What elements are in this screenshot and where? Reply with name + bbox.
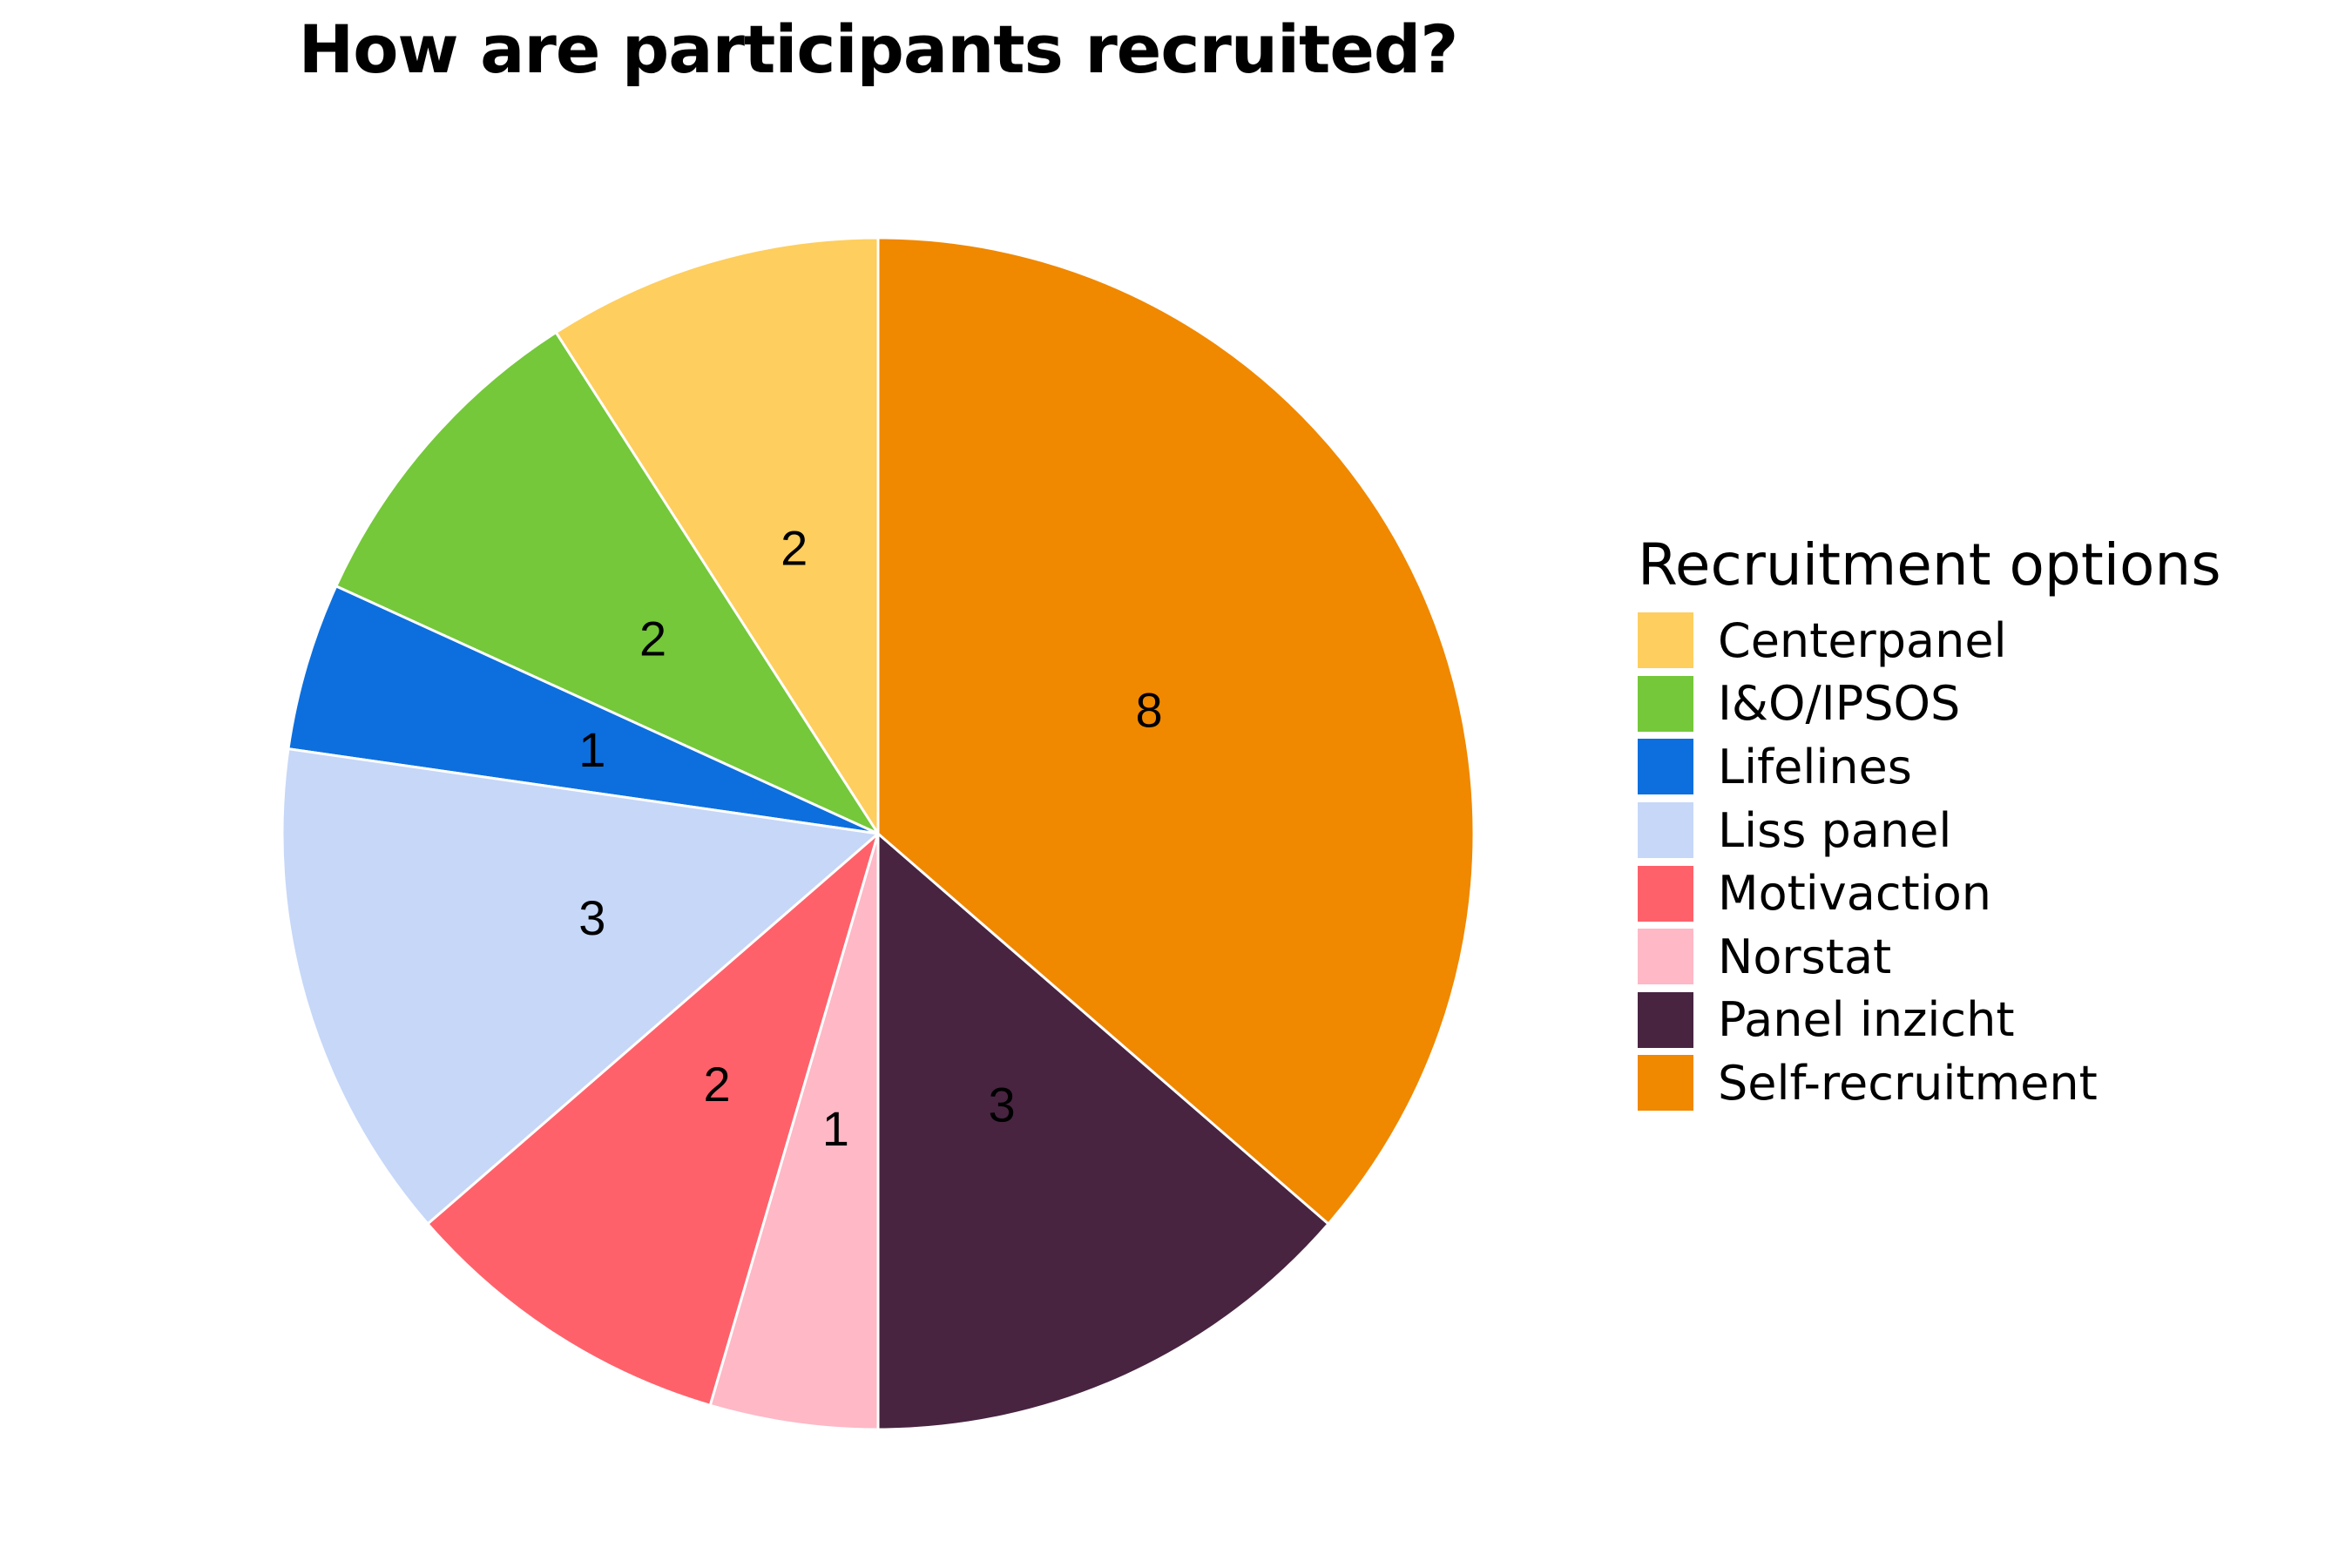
legend-item: Lifelines xyxy=(1638,735,2221,799)
pie-slice-lifelines xyxy=(287,584,879,835)
pie-slice-self-recruitment xyxy=(876,236,1476,1227)
legend-label: Self-recruitment xyxy=(1718,1055,2098,1111)
legend-item: Norstat xyxy=(1638,925,2221,989)
pie-slice-i-o-ipsos xyxy=(334,330,882,837)
legend: Recruitment options Centerpanel I&O/IPSOS… xyxy=(1638,531,2221,1115)
legend-swatch xyxy=(1638,802,1693,859)
legend-swatch xyxy=(1638,739,1693,795)
legend-items: Centerpanel I&O/IPSOS Lifelines Liss panel M… xyxy=(1638,609,2221,1115)
legend-item: Self-recruitment xyxy=(1638,1051,2221,1115)
legend-label: Motivaction xyxy=(1718,866,1991,922)
slice-value-label: 2 xyxy=(781,520,808,575)
legend-swatch xyxy=(1638,675,1693,732)
pie-slice-liss-panel xyxy=(280,747,882,1227)
chart-title: How are participants recruited? xyxy=(298,10,1459,88)
legend-item: Liss panel xyxy=(1638,799,2221,862)
legend-swatch xyxy=(1638,1055,1693,1112)
legend-label: Lifelines xyxy=(1718,739,1912,794)
legend-item: I&O/IPSOS xyxy=(1638,672,2221,736)
pie-slice-norstat xyxy=(708,833,880,1431)
legend-title: Recruitment options xyxy=(1638,531,2221,598)
slice-value-label: 1 xyxy=(822,1101,849,1156)
slice-value-label: 3 xyxy=(578,890,605,945)
legend-item: Centerpanel xyxy=(1638,609,2221,672)
pie-slice-motivaction xyxy=(425,829,881,1408)
legend-swatch xyxy=(1638,612,1693,669)
slice-value-label: 8 xyxy=(1136,682,1163,737)
pie-value-labels: 2 2 1 3 2 1 3 8 xyxy=(578,520,1162,1156)
legend-swatch xyxy=(1638,865,1693,922)
legend-item: Motivaction xyxy=(1638,862,2221,925)
slice-value-label: 3 xyxy=(988,1078,1015,1132)
slice-value-label: 1 xyxy=(578,722,605,777)
legend-swatch xyxy=(1638,929,1693,985)
legend-label: Centerpanel xyxy=(1718,612,2007,668)
pie-slice-panel-inzicht xyxy=(876,830,1331,1431)
legend-label: Liss panel xyxy=(1718,802,1952,858)
legend-swatch xyxy=(1638,991,1693,1048)
legend-label: Panel inzicht xyxy=(1718,992,2015,1048)
legend-item: Panel inzicht xyxy=(1638,989,2221,1052)
slice-value-label: 2 xyxy=(639,612,666,666)
slice-value-label: 2 xyxy=(704,1057,731,1112)
pie-slices xyxy=(280,236,1476,1431)
pie-slice-centerpanel xyxy=(554,236,880,839)
legend-label: Norstat xyxy=(1718,929,1892,984)
legend-label: I&O/IPSOS xyxy=(1718,676,1961,732)
